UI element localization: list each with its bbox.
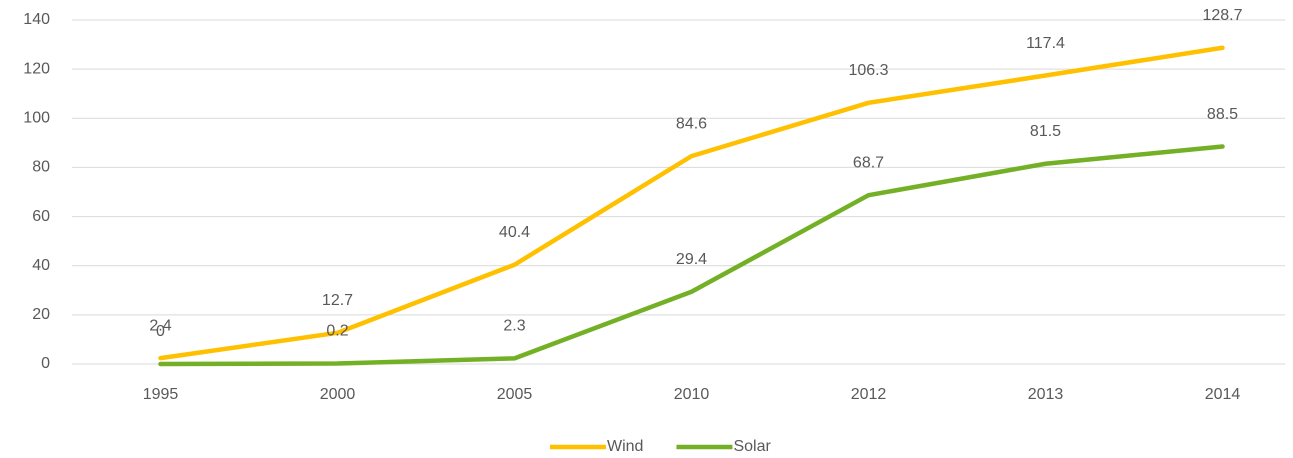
y-tick-label: 140 [23, 11, 50, 28]
data-label: 40.4 [499, 224, 530, 241]
y-tick-label: 60 [32, 208, 50, 225]
data-label: 128.7 [1202, 7, 1242, 24]
line [158, 45, 1225, 361]
y-tick-label: 40 [32, 257, 50, 274]
data-label: 0 [156, 323, 165, 340]
y-tick-label: 20 [32, 306, 50, 323]
data-label: 117.4 [1026, 35, 1065, 52]
x-tick-label: 2012 [851, 386, 887, 403]
data-label: 88.5 [1207, 106, 1238, 123]
data-label: 0.2 [326, 323, 348, 340]
x-tick-label: 1995 [143, 386, 179, 403]
data-label: 68.7 [853, 154, 884, 171]
line [158, 144, 1225, 367]
y-tick-label: 100 [23, 110, 50, 127]
data-label: 29.4 [676, 251, 707, 268]
data-label: 2.3 [503, 318, 525, 335]
data-label: 84.6 [676, 115, 707, 132]
data-label: 12.7 [322, 292, 353, 309]
legend-label: Solar [733, 438, 771, 455]
data-label: 2.4 [149, 317, 171, 334]
data-label: 81.5 [1030, 123, 1061, 140]
x-tick-label: 2000 [320, 386, 356, 403]
data-label: 106.3 [848, 62, 888, 79]
x-tick-label: 2005 [497, 386, 533, 403]
x-tick-label: 2014 [1205, 386, 1241, 403]
y-tick-label: 0 [41, 355, 50, 372]
legend-label: Wind [607, 438, 643, 455]
x-tick-label: 2013 [1028, 386, 1064, 403]
y-tick-label: 120 [23, 60, 50, 77]
y-tick-label: 80 [32, 159, 50, 176]
x-tick-label: 2010 [674, 386, 710, 403]
